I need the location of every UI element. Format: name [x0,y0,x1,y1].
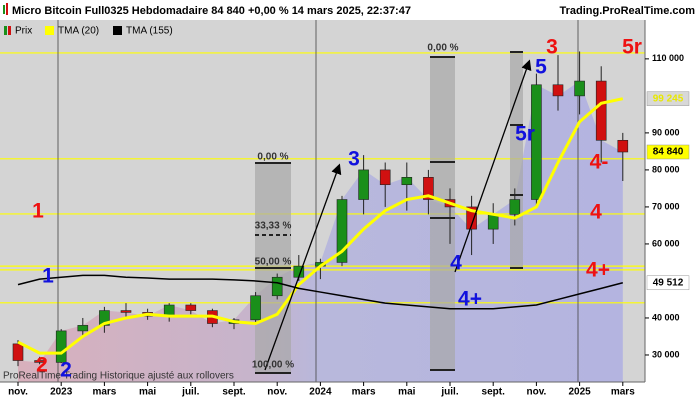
fib-label: 100,00 % [252,360,294,371]
candle-body [99,310,110,326]
ma-line [17,97,624,355]
y-tick-label: 30 000 [652,349,680,359]
x-tick-label: 2023 [50,387,73,398]
x-tick-label: mars [611,387,635,398]
source: Trading.ProRealTime.com [559,5,695,17]
candle-body [617,139,629,153]
x-tick-label: nov. [8,387,28,398]
y-tick-label: 90 000 [652,127,680,137]
x-tick-label: 2024 [309,387,332,398]
wave-label: 5r [515,123,535,146]
candle-body [552,84,564,97]
x-tick-label: mars [92,387,116,398]
candle-body [12,343,24,361]
legend-swatch [113,26,122,35]
fib-label: 50,00 % [255,257,292,268]
x-tick-label: sept. [222,387,246,398]
candle-body [487,214,499,230]
price-tag [646,91,690,106]
price-tag-label: 99 245 [653,93,684,104]
wave-label: 5r [622,36,642,59]
x-tick-label: nov. [267,387,287,398]
price-tag-label: 49 512 [653,277,684,288]
legend-label: Prix [15,26,32,37]
axis-background [645,20,700,400]
arrow [454,59,532,273]
chart-title: Micro Bitcoin Full0325 Hebdomadaire 84 8… [12,5,411,17]
header-icon [3,5,5,14]
x-tick-label: mai [139,387,156,398]
candle-body [379,169,391,186]
candle-body [423,177,434,200]
candle-body [185,304,197,311]
candle-body [336,199,348,263]
legend-label: TMA (20) [58,26,99,37]
wave-label: 2 [36,354,48,377]
wave-label: 3 [348,148,360,171]
x-tick-label: nov. [526,387,546,398]
wave-label: 5 [535,56,547,79]
price-tag [646,275,690,291]
x-tick-label: mai [398,387,415,398]
header-icon [6,3,8,15]
fib-label: 0,00 % [427,43,458,54]
price-tag-label: 84 840 [653,147,684,158]
candle-body [358,169,369,200]
candle-body [120,310,132,313]
candle-body [77,325,89,332]
x-tick-label: 2025 [568,387,591,398]
price-tag [646,144,690,160]
marks-layer [12,51,629,367]
wave-label: 2 [60,359,72,382]
x-tick-label: juil. [181,387,199,398]
ma-line [17,274,623,310]
candle-body [531,84,542,200]
footer: ProRealTime Trading Historique ajusté au… [3,371,234,382]
legend: Prix TMA (20) TMA (155) [4,26,173,37]
x-tick-label: mars [352,387,376,398]
legend-swatch [8,26,11,35]
candle-body [55,330,67,363]
wave-label: 4- [590,151,609,174]
wave-label: 4 [590,201,602,224]
wave-label: 4+ [586,259,610,282]
candle-body [574,80,585,97]
wave-label: 4 [450,252,462,275]
wave-label: 1 [32,200,44,223]
legend-swatch [45,26,54,35]
candle-body [509,199,521,215]
candle-body [595,80,607,141]
y-tick-label: 70 000 [652,201,680,211]
candle-body [271,276,283,297]
top-layer: 30 000 40 000 60 000 70 000 80 000 90 000 110 … [8,36,690,398]
fib-box [430,57,455,370]
wave-label: 3 [546,36,558,59]
header-bar [0,0,700,20]
y-tick-label: 80 000 [652,164,680,174]
candle-body [466,206,477,230]
candle-body [401,177,413,186]
candle-body [34,360,45,363]
y-tick-label: 40 000 [652,312,680,322]
x-tick-label: juil. [440,387,458,398]
arrow [264,163,342,371]
wave-label: 1 [42,265,54,288]
fib-label: 0,00 % [257,152,288,163]
y-tick-label: 110 000 [652,53,684,63]
legend-swatch [4,26,7,35]
fib-label: 33,33 % [255,221,292,232]
legend-label: TMA (155) [126,26,173,37]
y-tick-label: 60 000 [652,238,680,248]
candle-body [250,295,261,321]
x-tick-label: sept. [482,387,506,398]
wave-label: 4+ [458,288,482,311]
